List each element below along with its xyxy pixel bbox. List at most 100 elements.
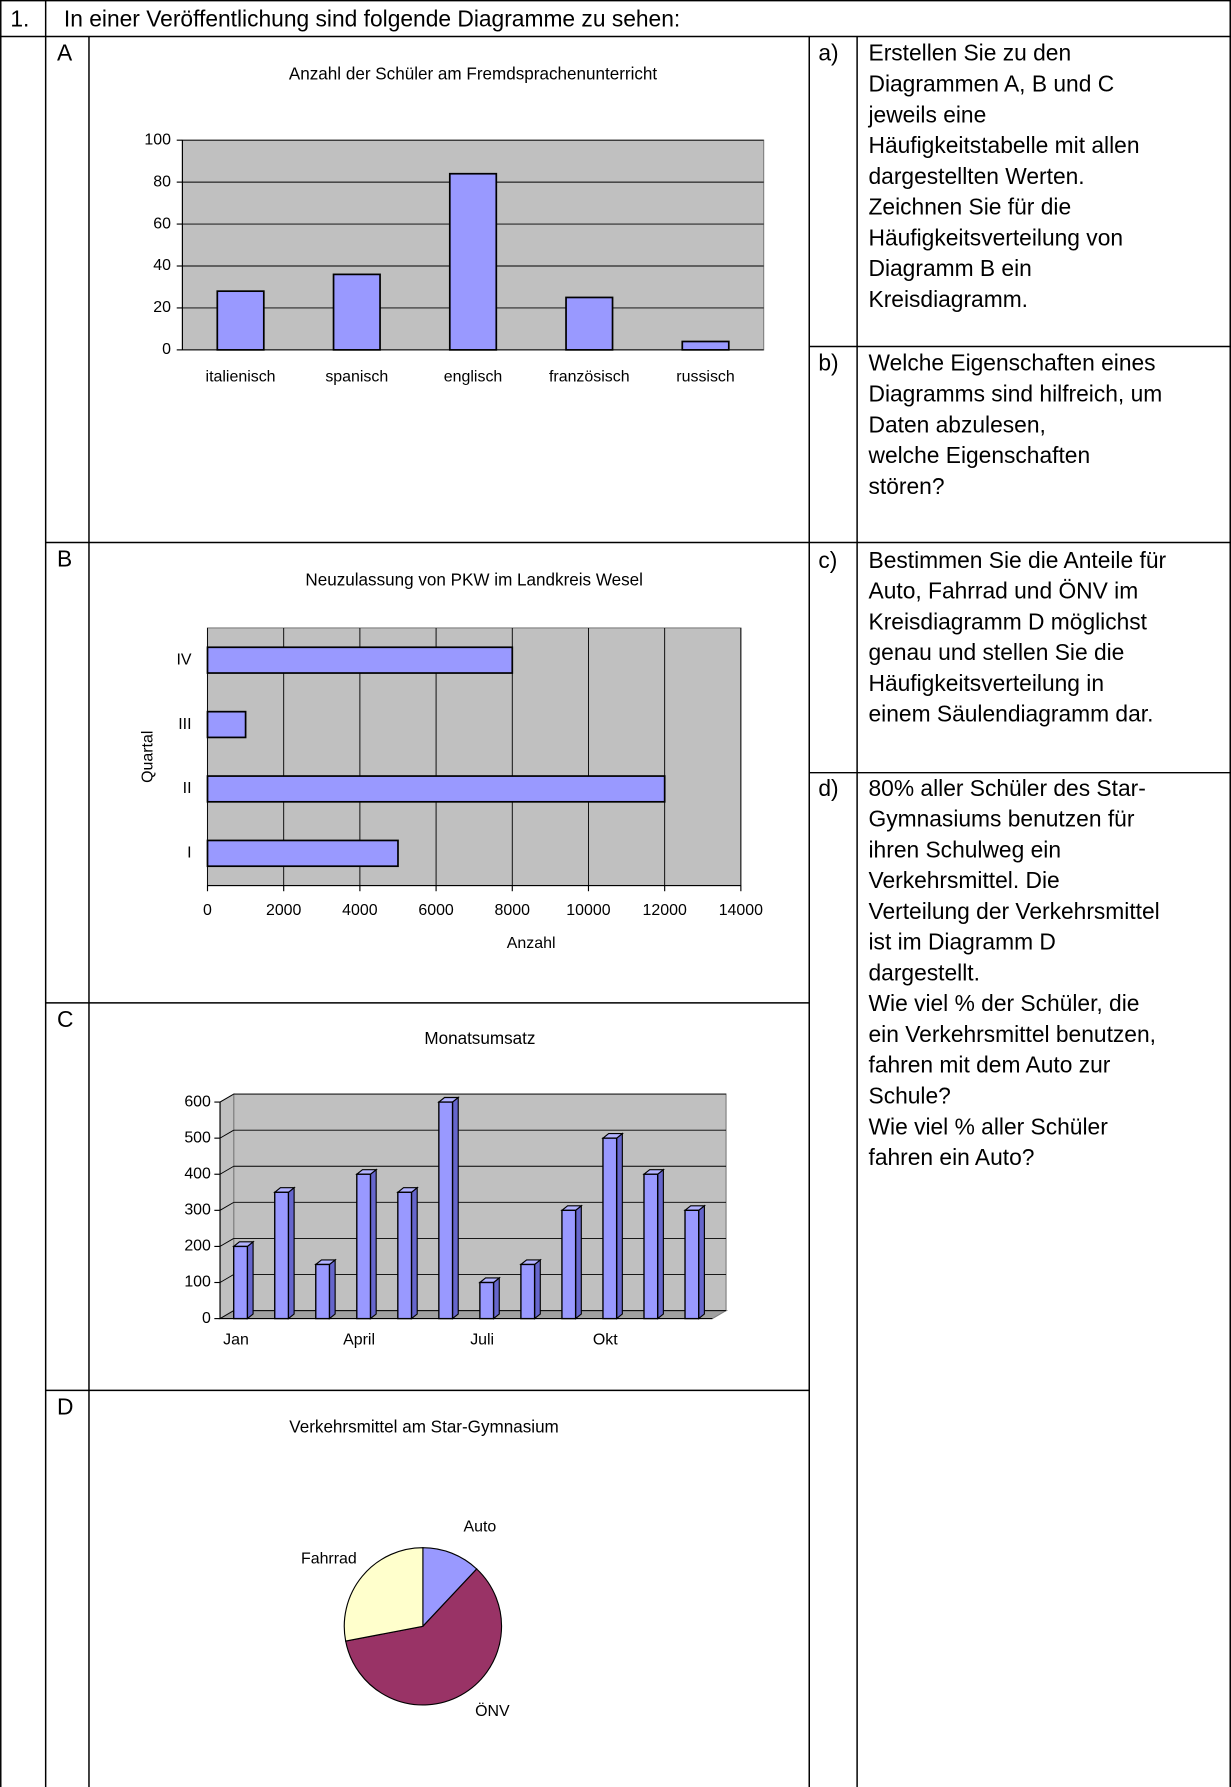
- task-text: stören?: [869, 473, 945, 499]
- task-label: a): [818, 40, 838, 66]
- task-text: Erstellen Sie zu den: [869, 40, 1072, 66]
- chart-title: Monatsumsatz: [424, 1029, 535, 1048]
- task-text: Verteilung der Verkehrsmittel: [869, 898, 1160, 924]
- pie-slice: [422, 1547, 478, 1628]
- pie-slice: [343, 1547, 424, 1642]
- y-tick-label: 200: [184, 1238, 211, 1255]
- bar: [479, 1281, 495, 1320]
- task-text: Kreisdiagramm D möglichst: [869, 608, 1148, 634]
- bar: [206, 646, 514, 674]
- bar: [643, 1173, 659, 1320]
- bar: [561, 1209, 577, 1320]
- bar-side: [698, 1204, 705, 1320]
- grid-line: [219, 1093, 234, 1103]
- grid-line: [219, 1165, 234, 1175]
- bar: [206, 710, 247, 739]
- x-tick-label: 2000: [266, 902, 302, 919]
- section-letter: A: [57, 40, 73, 66]
- x-axis-label: Anzahl: [507, 935, 556, 952]
- bar: [206, 775, 666, 803]
- slice-label: Auto: [463, 1518, 496, 1535]
- bar: [438, 1101, 454, 1320]
- task-label: b): [818, 350, 838, 376]
- x-tick-label: englisch: [444, 368, 502, 385]
- chart-title: Neuzulassung von PKW im Landkreis Wesel: [305, 571, 643, 590]
- bar: [206, 839, 399, 868]
- bar: [602, 1137, 618, 1320]
- task-text: Zeichnen Sie für die: [869, 194, 1072, 220]
- y-tick-label: 600: [184, 1093, 211, 1110]
- bar: [315, 1263, 331, 1320]
- y-tick-label: II: [183, 780, 192, 797]
- task-label: d): [818, 775, 838, 801]
- bar-side: [410, 1186, 418, 1320]
- task-text: ihren Schulweg ein: [869, 836, 1062, 862]
- bar: [448, 172, 498, 351]
- bar: [397, 1191, 413, 1320]
- x-tick-label: französisch: [549, 368, 630, 385]
- task-text: 80% aller Schüler des Star-: [869, 775, 1146, 801]
- x-tick-label: 4000: [342, 902, 378, 919]
- grid-line: [219, 1310, 234, 1319]
- bar-side: [575, 1204, 582, 1320]
- task-text: Diagramm B ein: [869, 255, 1032, 281]
- x-tick-label: spanisch: [325, 368, 388, 385]
- grid-line: [219, 1274, 234, 1283]
- x-tick-label: Juli: [470, 1331, 494, 1348]
- y-tick-label: 80: [153, 173, 171, 190]
- y-tick-label: 20: [153, 299, 171, 316]
- section-letter: C: [57, 1006, 73, 1032]
- slice-label: ÖNV: [475, 1702, 510, 1720]
- x-tick-label: April: [343, 1331, 375, 1348]
- task-text: fahren ein Auto?: [869, 1144, 1035, 1170]
- bar-side: [328, 1258, 336, 1320]
- x-tick-label: 14000: [719, 902, 763, 919]
- section-letter: B: [57, 546, 72, 572]
- task-text: Diagramms sind hilfreich, um: [869, 380, 1163, 406]
- chart-title: Verkehrsmittel am Star-Gymnasium: [289, 1418, 559, 1437]
- chart-title: Anzahl der Schüler am Fremdsprachenunter…: [289, 65, 658, 84]
- x-tick-label: italienisch: [206, 368, 276, 385]
- grid-line: [219, 1129, 234, 1139]
- x-tick-label: 6000: [418, 902, 454, 919]
- y-tick-label: 400: [184, 1165, 211, 1182]
- bar-side: [451, 1096, 459, 1320]
- bar-side: [287, 1186, 295, 1320]
- bar-side: [657, 1168, 664, 1320]
- bar-side: [369, 1168, 377, 1320]
- bar: [565, 296, 614, 351]
- grid-line: [219, 1201, 234, 1211]
- task-text: Häufigkeitsverteilung von: [869, 224, 1124, 250]
- task-text: ein Verkehrsmittel benutzen,: [869, 1021, 1156, 1047]
- task-text: Auto, Fahrrad und ÖNV im: [869, 578, 1139, 604]
- task-text: Schule?: [869, 1083, 951, 1109]
- task-text: Bestimmen Sie die Anteile für: [869, 547, 1167, 573]
- task-text: Verkehrsmittel. Die: [869, 867, 1060, 893]
- slice-label: Fahrrad: [301, 1550, 357, 1567]
- task-text: ist im Diagramm D: [869, 929, 1056, 955]
- x-tick-label: russisch: [676, 368, 734, 385]
- bar: [520, 1263, 536, 1320]
- task-text: jeweils eine: [868, 101, 987, 127]
- task-text: Gymnasiums benutzen für: [869, 806, 1135, 832]
- task-text: Wie viel % aller Schüler: [869, 1113, 1109, 1139]
- y-tick-label: 0: [202, 1310, 211, 1327]
- y-tick-label: 300: [184, 1202, 211, 1219]
- x-tick-label: 0: [203, 902, 212, 919]
- y-tick-label: 40: [153, 257, 171, 274]
- grid-line: [219, 1238, 234, 1247]
- y-tick-label: 100: [144, 131, 171, 148]
- exercise-number: 1.: [10, 6, 29, 32]
- task-text: Wie viel % der Schüler, die: [869, 990, 1140, 1016]
- task-text: Kreisdiagramm.: [869, 286, 1029, 312]
- task-text: Häufigkeitstabelle mit allen: [869, 132, 1140, 158]
- bar: [681, 340, 730, 351]
- bar: [332, 273, 381, 351]
- bar-side: [534, 1258, 541, 1320]
- bar-side: [616, 1132, 623, 1320]
- pie-slice: [344, 1568, 503, 1706]
- y-tick-label: IV: [176, 651, 191, 668]
- task-text: Daten abzulesen,: [869, 411, 1046, 437]
- task-label: c): [818, 547, 837, 573]
